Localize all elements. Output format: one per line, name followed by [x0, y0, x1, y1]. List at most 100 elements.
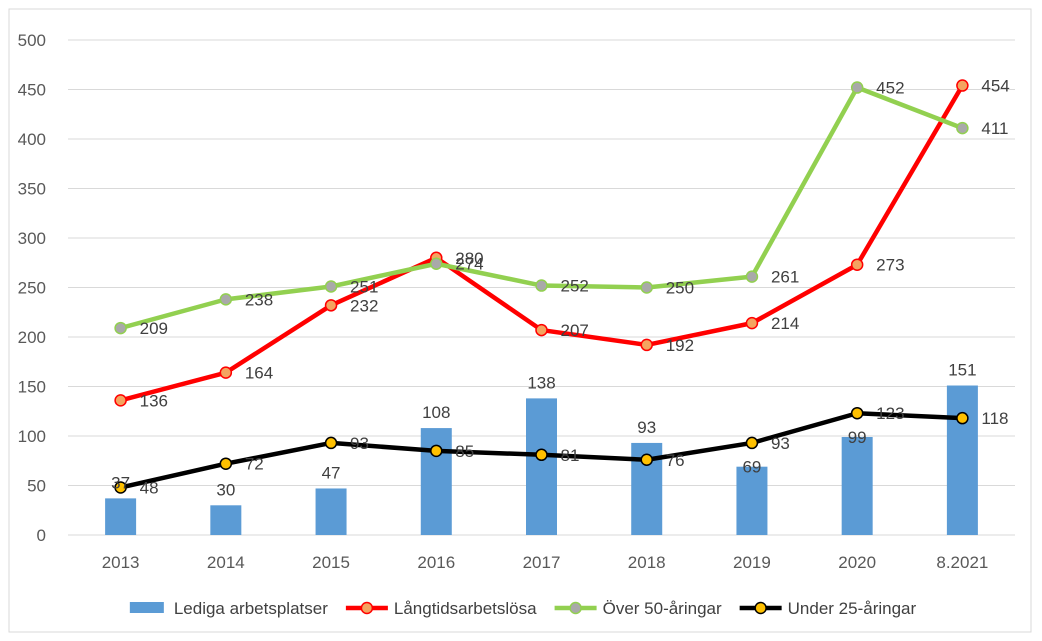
- point-data-label: 48: [140, 478, 159, 497]
- legend-key-marker: [754, 601, 767, 615]
- y-axis: 0 50 100 150 200 250 300 350 400 450 500: [18, 31, 46, 545]
- data-point: [114, 481, 127, 494]
- x-tick-label: 2017: [523, 553, 561, 572]
- point-data-label: 207: [561, 321, 589, 340]
- bar-data-label: 151: [948, 361, 976, 380]
- bar-data-label: 138: [527, 373, 555, 392]
- bar-data-label: 69: [742, 458, 761, 477]
- bar-data-label: 93: [637, 418, 656, 437]
- y-tick-label: 450: [18, 81, 46, 100]
- point-data-label: 85: [455, 442, 474, 461]
- x-tick-label: 2014: [207, 553, 245, 572]
- point-data-label: 411: [981, 119, 1008, 138]
- data-point: [850, 258, 864, 271]
- point-data-label: 252: [561, 277, 589, 296]
- point-data-label: 214: [771, 314, 799, 333]
- point-data-label: 238: [245, 290, 273, 309]
- y-tick-label: 500: [18, 31, 46, 50]
- bar-data-label: 30: [216, 480, 235, 499]
- data-point: [640, 338, 653, 352]
- point-data-label: 274: [455, 255, 483, 274]
- point-data-label: 280: [455, 249, 483, 268]
- x-tick-label: 2015: [312, 553, 350, 572]
- point-data-label: 136: [140, 391, 168, 410]
- data-point: [324, 436, 338, 450]
- bar-data-label: 108: [422, 403, 450, 422]
- x-tick-label: 2019: [733, 553, 771, 572]
- data-labels: 37 30 47 108 138 93 151 69 99 136 164 232 280 207 192 2…: [111, 77, 1010, 500]
- data-point: [535, 448, 548, 462]
- bar: [946, 385, 978, 535]
- x-tick-label: 2013: [102, 553, 140, 572]
- legend: Lediga arbetsplatser Långtidsarbetslösa Öv…: [129, 599, 917, 618]
- data-point: [850, 81, 864, 94]
- bar-data-label: 47: [322, 463, 341, 482]
- point-data-label: 454: [981, 77, 1009, 96]
- point-data-label: 76: [666, 451, 685, 470]
- y-tick-label: 150: [18, 378, 46, 397]
- data-point: [956, 79, 969, 92]
- data-point: [114, 321, 127, 335]
- data-point: [745, 436, 759, 450]
- data-point: [535, 279, 548, 292]
- bar: [315, 488, 347, 535]
- point-data-label: 93: [350, 434, 369, 453]
- point-data-label: 164: [245, 364, 273, 383]
- y-tick-label: 400: [18, 130, 46, 149]
- legend-key-marker: [360, 601, 374, 615]
- data-point: [324, 299, 338, 312]
- bar: [736, 466, 768, 535]
- point-data-label: 261: [771, 268, 799, 287]
- bar: [210, 505, 242, 535]
- y-tick-label: 250: [18, 279, 46, 298]
- point-data-label: 93: [771, 434, 790, 453]
- point-data-label: 72: [245, 455, 264, 474]
- point-data-label: 251: [350, 278, 378, 297]
- point-data-label: 192: [666, 336, 694, 355]
- bar: [526, 398, 557, 535]
- legend-label: Långtidsarbetslösa: [394, 599, 537, 618]
- data-point: [640, 453, 653, 467]
- x-tick-label: 8.2021: [936, 553, 988, 572]
- legend-key-bar: [129, 602, 164, 613]
- x-axis: 2013 2014 2015 2016 2017 2018 2019 2020 8.2021: [102, 553, 989, 572]
- legend-label: Över 50-åringar: [603, 599, 722, 618]
- point-data-label: 452: [876, 79, 904, 98]
- x-tick-label: 2020: [838, 553, 876, 572]
- legend-label: Lediga arbetsplatser: [174, 599, 328, 618]
- point-data-label: 232: [350, 296, 378, 315]
- y-tick-label: 350: [18, 180, 46, 199]
- point-data-label: 118: [981, 409, 1008, 428]
- y-tick-label: 300: [18, 229, 46, 248]
- data-point: [745, 316, 759, 330]
- y-tick-label: 50: [27, 477, 46, 496]
- data-point: [956, 411, 969, 425]
- bar: [841, 436, 873, 535]
- data-point: [430, 444, 443, 458]
- x-tick-label: 2018: [628, 553, 666, 572]
- bar-data-label: 99: [848, 428, 867, 447]
- line-series: [114, 79, 969, 494]
- data-point: [535, 323, 548, 337]
- data-point: [219, 366, 233, 379]
- data-point: [850, 406, 864, 420]
- point-data-label: 81: [561, 446, 580, 465]
- x-tick-label: 2016: [417, 553, 455, 572]
- data-point: [430, 257, 443, 270]
- data-point: [745, 270, 759, 283]
- data-point: [324, 280, 338, 293]
- point-data-label: 123: [876, 404, 904, 423]
- legend-key-marker: [569, 601, 582, 615]
- point-data-label: 273: [876, 256, 904, 275]
- point-data-label: 250: [666, 279, 694, 298]
- data-point: [219, 457, 233, 470]
- data-point: [956, 121, 969, 135]
- legend-label: Under 25-åringar: [788, 599, 917, 618]
- data-point: [640, 281, 653, 294]
- y-tick-label: 0: [37, 526, 46, 545]
- data-point: [114, 394, 127, 407]
- bar: [105, 498, 137, 535]
- y-tick-label: 100: [18, 427, 46, 446]
- bar-data-label: 37: [111, 473, 130, 492]
